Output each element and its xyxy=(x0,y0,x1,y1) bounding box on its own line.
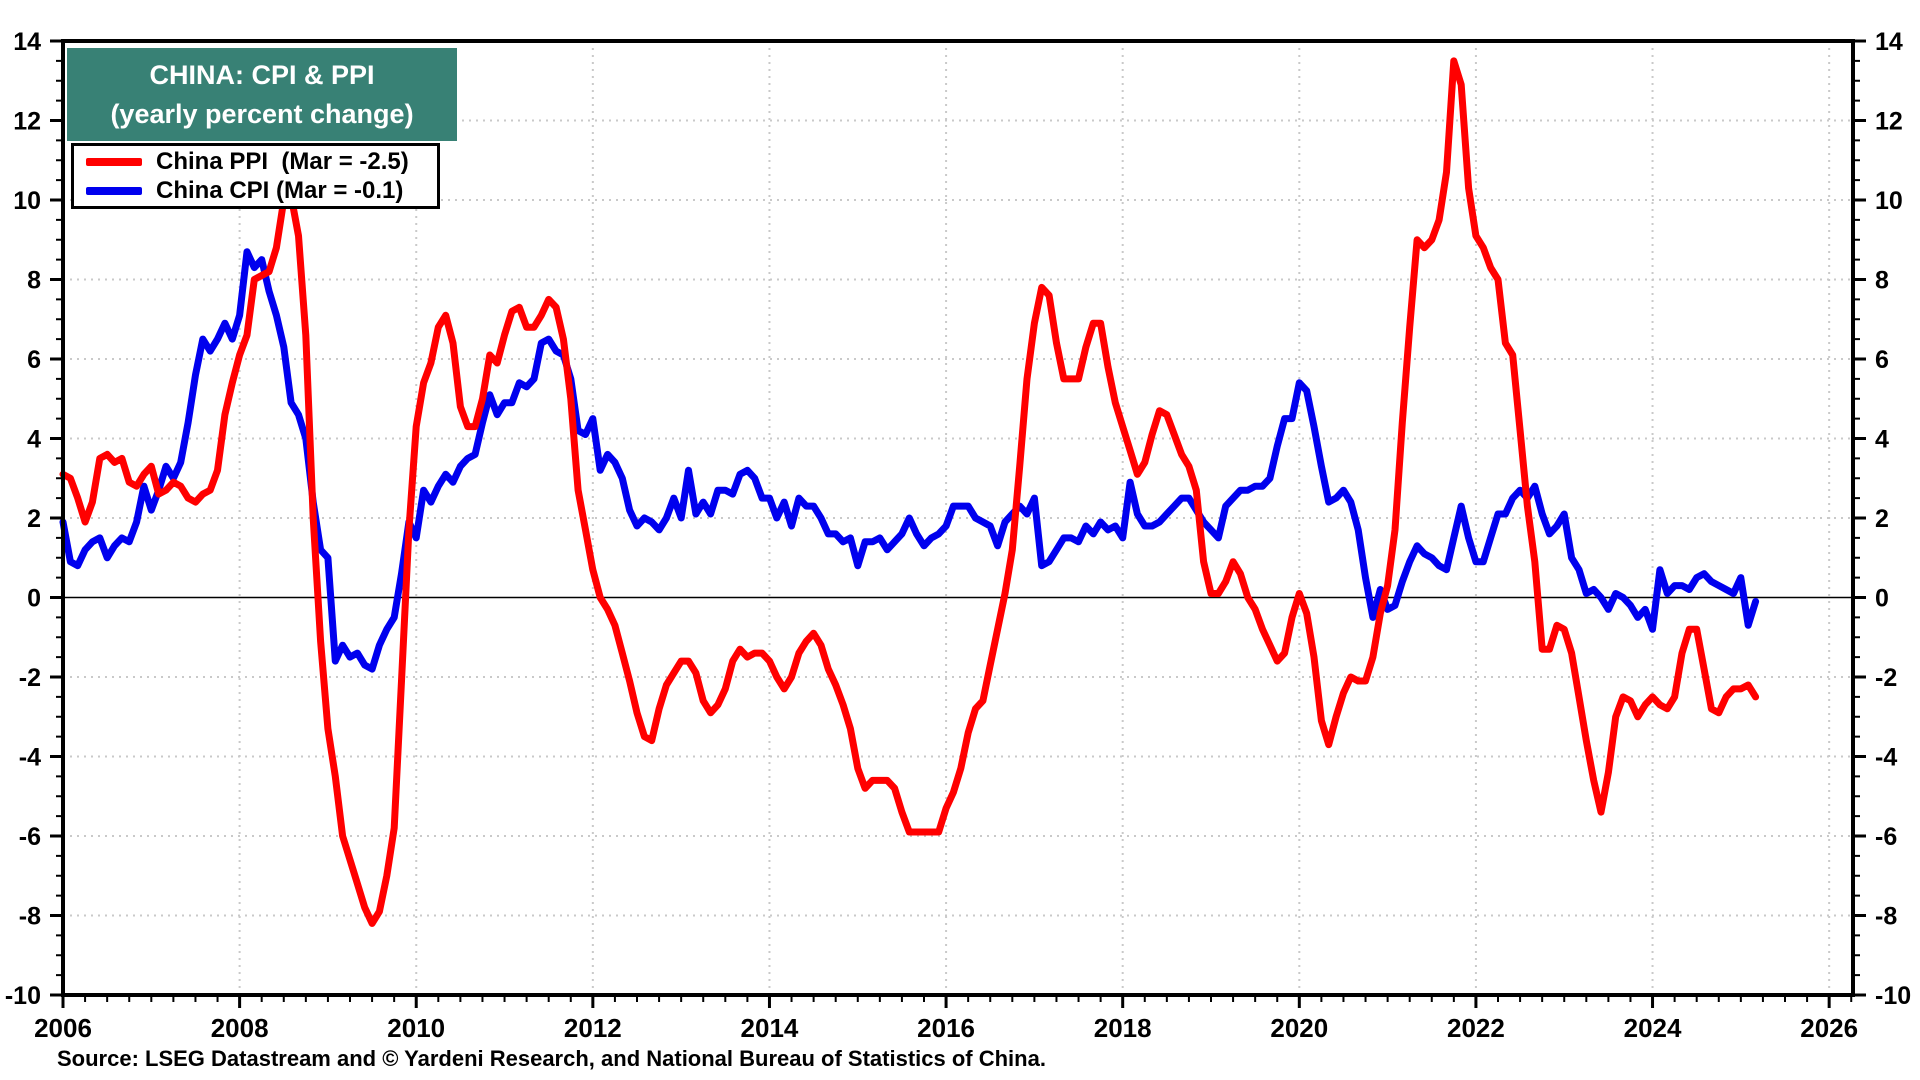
chart-title-box: CHINA: CPI & PPI (yearly percent change) xyxy=(67,48,457,141)
x-axis-label: 2008 xyxy=(211,1013,269,1043)
y-axis-label-right: 6 xyxy=(1875,346,1889,374)
y-axis-label-left: 10 xyxy=(13,187,41,215)
y-axis-label-left: -6 xyxy=(19,823,41,851)
ppi-line-swatch-icon xyxy=(86,157,142,166)
x-axis-label: 2014 xyxy=(741,1013,799,1043)
x-axis-label: 2012 xyxy=(564,1013,622,1043)
china-ppi-line xyxy=(59,57,1760,927)
y-axis-label-left: -8 xyxy=(19,903,41,931)
y-axis-label-right: 2 xyxy=(1875,505,1889,533)
source-note: Source: LSEG Datastream and © Yardeni Re… xyxy=(57,1046,1046,1071)
x-axis-label: 2016 xyxy=(917,1013,975,1043)
legend-label-ppi: China PPI (Mar = -2.5) xyxy=(156,147,409,175)
legend-item-cpi: China CPI (Mar = -0.1) xyxy=(74,176,437,205)
cpi-line-swatch-icon xyxy=(86,186,142,195)
y-axis-label-right: 12 xyxy=(1875,108,1903,136)
y-axis-label-left: 4 xyxy=(27,426,41,454)
y-axis-label-right: 4 xyxy=(1875,426,1889,454)
y-axis-label-left: -4 xyxy=(19,744,41,772)
legend: China PPI (Mar = -2.5) China CPI (Mar = … xyxy=(71,143,440,209)
y-axis-label-right: 14 xyxy=(1875,28,1903,56)
y-axis-label-left: 0 xyxy=(27,585,41,613)
legend-label-cpi: China CPI (Mar = -0.1) xyxy=(156,176,404,204)
x-axis-label: 2026 xyxy=(1800,1013,1858,1043)
y-axis-label-right: 10 xyxy=(1875,187,1903,215)
y-axis-label-right: -4 xyxy=(1875,744,1897,772)
y-axis-label-left: -10 xyxy=(5,982,41,1010)
china-cpi-line xyxy=(59,248,1760,673)
x-axis-label: 2020 xyxy=(1270,1013,1328,1043)
y-axis-label-right: 0 xyxy=(1875,585,1889,613)
y-axis-label-left: 14 xyxy=(13,28,41,56)
chart-title-line1: CHINA: CPI & PPI xyxy=(149,59,375,90)
x-axis-label: 2010 xyxy=(387,1013,445,1043)
y-axis-label-right: -8 xyxy=(1875,903,1897,931)
chart-title-line2: (yearly percent change) xyxy=(110,98,414,129)
x-axis-label: 2022 xyxy=(1447,1013,1505,1043)
y-axis-label-right: -2 xyxy=(1875,664,1897,692)
x-axis-label: 2006 xyxy=(34,1013,92,1043)
y-axis-label-right: -10 xyxy=(1875,982,1911,1010)
y-axis-label-left: 8 xyxy=(27,267,41,295)
y-axis-label-right: -6 xyxy=(1875,823,1897,851)
x-axis-label: 2018 xyxy=(1094,1013,1152,1043)
y-axis-label-left: -2 xyxy=(19,664,41,692)
x-axis-label: 2024 xyxy=(1624,1013,1682,1043)
legend-item-ppi: China PPI (Mar = -2.5) xyxy=(74,147,437,176)
y-axis-label-left: 6 xyxy=(27,346,41,374)
y-axis-label-right: 8 xyxy=(1875,267,1889,295)
y-axis-label-left: 12 xyxy=(13,108,41,136)
y-axis-label-left: 2 xyxy=(27,505,41,533)
